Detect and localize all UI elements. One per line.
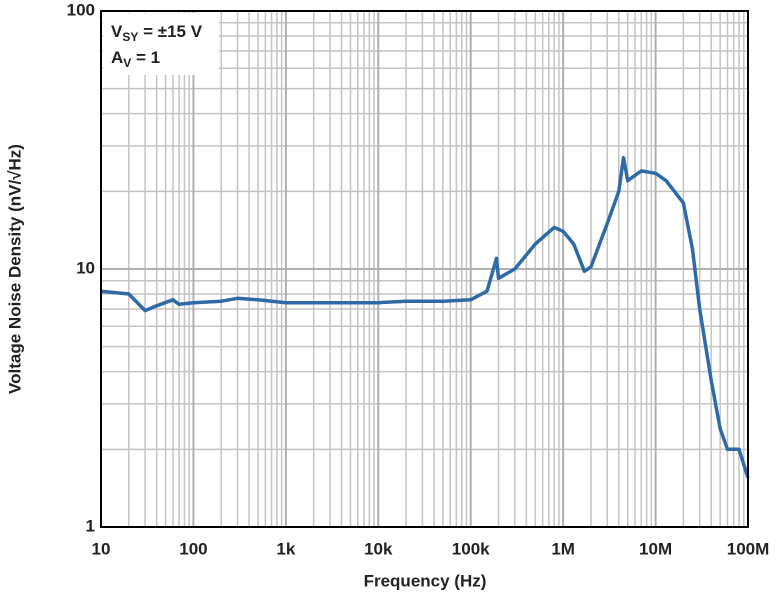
noise-line bbox=[100, 155, 750, 479]
x-axis-label: Frequency (Hz) bbox=[364, 571, 487, 590]
x-tick-label: 10 bbox=[92, 539, 111, 558]
y-tick-label: 100 bbox=[67, 0, 95, 19]
annotation-tail: = ±15 V bbox=[138, 22, 202, 41]
y-tick-label: 10 bbox=[76, 258, 95, 277]
annotation-main: V bbox=[111, 22, 123, 41]
annotation-sub: V bbox=[123, 56, 131, 70]
x-tick-label: 100M bbox=[727, 539, 770, 558]
x-tick-label: 10M bbox=[639, 539, 672, 558]
y-tick-label: 1 bbox=[86, 516, 95, 535]
y-axis-label: Voltage Noise Density (nV/√Hz) bbox=[5, 144, 24, 394]
annotation: VSY = ±15 V bbox=[111, 22, 203, 44]
x-tick-label: 1k bbox=[276, 539, 295, 558]
plot-frame bbox=[100, 10, 749, 528]
x-tick-label: 10k bbox=[364, 539, 393, 558]
annotation-tail: = 1 bbox=[131, 48, 160, 67]
annotation-main: A bbox=[111, 48, 123, 67]
annotation-sub: SY bbox=[122, 30, 138, 44]
annotation: AV = 1 bbox=[111, 48, 160, 70]
x-tick-label: 100 bbox=[179, 539, 207, 558]
x-tick-label: 100k bbox=[452, 539, 490, 558]
x-tick-label: 1M bbox=[551, 539, 575, 558]
annotation-box bbox=[103, 13, 219, 75]
